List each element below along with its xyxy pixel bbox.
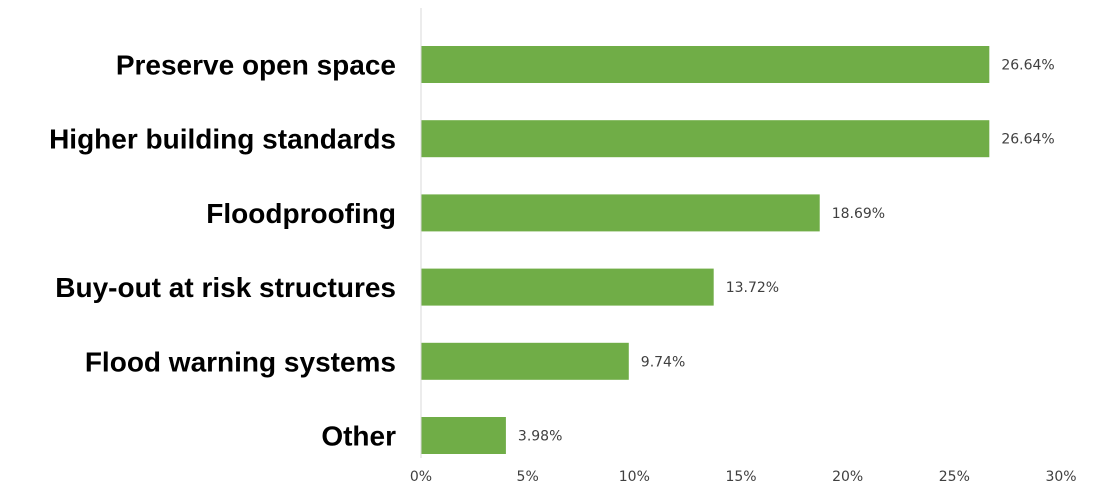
x-ticks-layer: 0% 5% 10% 15% 20% 25% 30% xyxy=(410,469,1077,485)
value-label-preserve-open-space: 26.64% xyxy=(1001,58,1054,74)
value-label-flood-warning-systems: 9.74% xyxy=(641,354,685,370)
value-label-floodproofing: 18.69% xyxy=(832,206,885,222)
category-label-buy-out-at-risk-structures: Buy-out at risk structures xyxy=(55,272,396,303)
x-tick-label-0: 0% xyxy=(410,469,432,485)
x-tick-label-25: 25% xyxy=(939,469,970,485)
x-tick-label-30: 30% xyxy=(1045,469,1076,485)
bar-buy-out-at-risk-structures xyxy=(421,268,714,306)
value-labels-layer: 26.64% 26.64% 18.69% 13.72% 9.74% 3.98% xyxy=(518,58,1055,445)
category-label-flood-warning-systems: Flood warning systems xyxy=(85,346,396,377)
x-tick-label-15: 15% xyxy=(725,469,756,485)
category-label-floodproofing: Floodproofing xyxy=(206,198,396,229)
x-tick-label-5: 5% xyxy=(517,469,539,485)
bar-higher-building-standards xyxy=(421,120,990,158)
x-tick-label-10: 10% xyxy=(619,469,650,485)
value-label-buy-out-at-risk-structures: 13.72% xyxy=(726,280,779,296)
category-label-higher-building-standards: Higher building standards xyxy=(49,124,396,155)
bar-other xyxy=(421,417,506,454)
value-label-higher-building-standards: 26.64% xyxy=(1001,132,1054,148)
x-tick-label-20: 20% xyxy=(832,469,863,485)
bar-preserve-open-space xyxy=(421,46,990,83)
bar-flood-warning-systems xyxy=(421,342,629,380)
value-label-other: 3.98% xyxy=(518,429,562,445)
category-label-preserve-open-space: Preserve open space xyxy=(116,50,396,81)
bars-layer xyxy=(421,46,990,454)
category-labels-layer: Preserve open space Higher building stand… xyxy=(49,50,396,452)
bar-floodproofing xyxy=(421,194,820,232)
category-label-other: Other xyxy=(321,421,396,452)
